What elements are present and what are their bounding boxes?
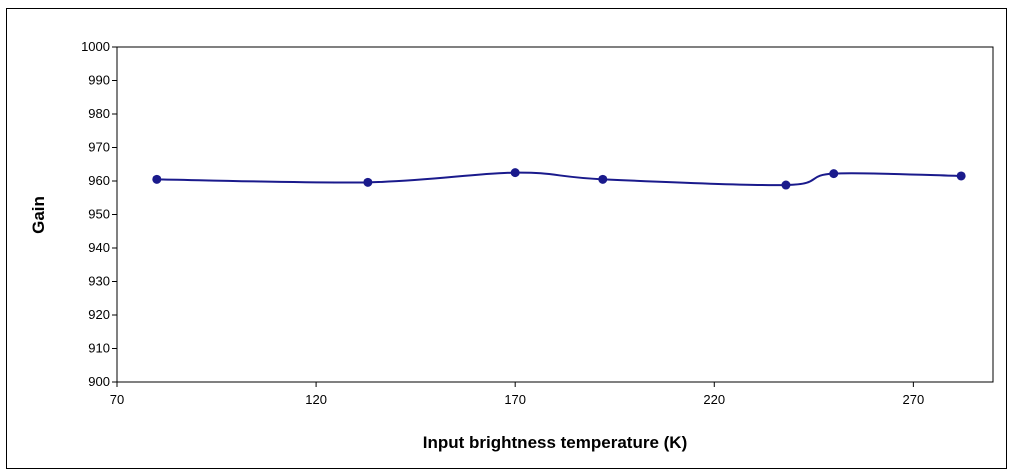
x-tick-label: 220: [703, 392, 725, 407]
y-tick-label: 1000: [81, 39, 110, 54]
y-tick-label: 970: [88, 140, 110, 155]
y-tick-label: 950: [88, 207, 110, 222]
data-point: [152, 174, 162, 184]
x-tick-label: 70: [110, 392, 124, 407]
y-tick-label: 910: [88, 341, 110, 356]
y-axis-title: Gain: [29, 196, 48, 234]
y-tick-label: 980: [88, 106, 110, 121]
y-tick-label: 930: [88, 274, 110, 289]
y-tick-label: 990: [88, 73, 110, 88]
x-tick-label: 120: [305, 392, 327, 407]
x-axis-title: Input brightness temperature (K): [423, 433, 687, 452]
data-points: [152, 168, 966, 190]
data-point: [956, 171, 966, 181]
y-tick-label: 960: [88, 173, 110, 188]
data-point: [363, 177, 373, 187]
y-tick-label: 940: [88, 240, 110, 255]
y-tick-label: 920: [88, 307, 110, 322]
data-point: [829, 169, 839, 179]
data-point: [781, 180, 791, 190]
data-point: [510, 168, 520, 178]
plot-area: [116, 46, 994, 383]
x-tick-label: 270: [903, 392, 925, 407]
data-point: [598, 174, 608, 184]
y-axis-ticks: 900 910 920 930 940 950 960 970 980 990 1000: [81, 39, 117, 389]
x-axis-ticks: 70 120 170 220 270: [110, 382, 924, 407]
x-tick-label: 170: [504, 392, 526, 407]
y-tick-label: 900: [88, 374, 110, 389]
